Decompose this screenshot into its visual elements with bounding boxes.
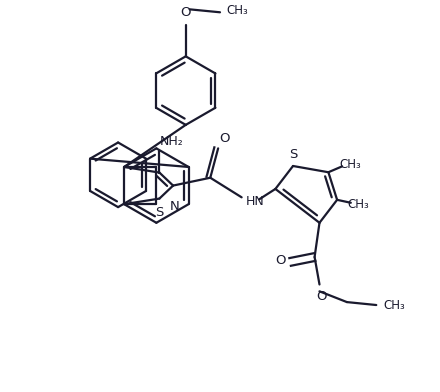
- Text: N: N: [170, 200, 180, 212]
- Text: CH₃: CH₃: [383, 299, 405, 312]
- Text: HN: HN: [246, 195, 265, 208]
- Text: CH₃: CH₃: [227, 4, 249, 17]
- Text: O: O: [220, 132, 230, 145]
- Text: O: O: [180, 6, 191, 19]
- Text: O: O: [316, 290, 326, 303]
- Text: CH₃: CH₃: [339, 158, 361, 171]
- Text: S: S: [155, 206, 164, 219]
- Text: NH₂: NH₂: [159, 135, 183, 148]
- Text: CH₃: CH₃: [348, 198, 370, 211]
- Text: S: S: [289, 148, 297, 161]
- Text: O: O: [275, 254, 286, 267]
